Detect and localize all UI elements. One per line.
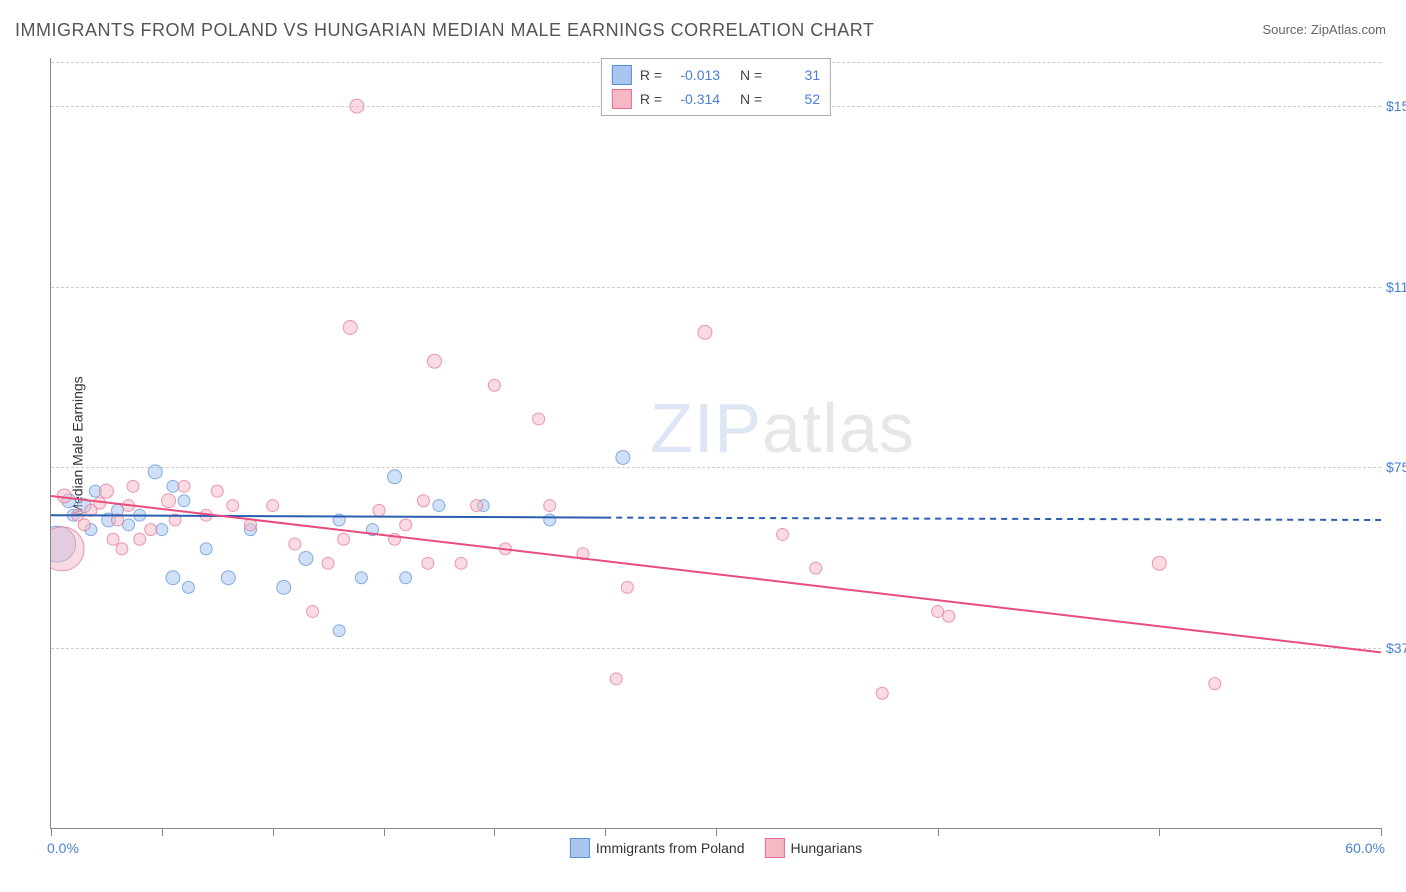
chart-title: IMMIGRANTS FROM POLAND VS HUNGARIAN MEDI…	[15, 20, 874, 41]
source-label: Source: ZipAtlas.com	[1262, 22, 1386, 37]
legend-swatch-poland	[570, 838, 590, 858]
legend-item-poland: Immigrants from Poland	[570, 838, 745, 858]
swatch-hungarians	[612, 89, 632, 109]
chart-container: IMMIGRANTS FROM POLAND VS HUNGARIAN MEDI…	[0, 0, 1406, 892]
y-tick-label: $37,500	[1386, 640, 1406, 656]
legend-swatch-hungarians	[765, 838, 785, 858]
R-label: R =	[640, 67, 662, 83]
N-label: N =	[740, 91, 762, 107]
legend-label-poland: Immigrants from Poland	[596, 840, 745, 856]
R-value-hungarians: -0.314	[670, 91, 720, 107]
N-value-poland: 31	[770, 67, 820, 83]
y-tick-label: $150,000	[1386, 98, 1406, 114]
x-min-label: 0.0%	[47, 840, 79, 856]
legend-label-hungarians: Hungarians	[791, 840, 863, 856]
swatch-poland	[612, 65, 632, 85]
stats-row-poland: R = -0.013 N = 31	[612, 63, 820, 87]
bottom-legend: Immigrants from Poland Hungarians	[570, 838, 862, 858]
y-tick-label: $75,000	[1386, 459, 1406, 475]
legend-item-hungarians: Hungarians	[765, 838, 863, 858]
N-label: N =	[740, 67, 762, 83]
y-tick-label: $112,500	[1386, 279, 1406, 295]
scatter-svg	[51, 58, 1381, 828]
R-label: R =	[640, 91, 662, 107]
R-value-poland: -0.013	[670, 67, 720, 83]
N-value-hungarians: 52	[770, 91, 820, 107]
correlation-stats-box: R = -0.013 N = 31 R = -0.314 N = 52	[601, 58, 831, 116]
plot-area: ZIPatlas R = -0.013 N = 31 R = -0.314 N …	[50, 58, 1381, 829]
stats-row-hungarians: R = -0.314 N = 52	[612, 87, 820, 111]
x-max-label: 60.0%	[1345, 840, 1385, 856]
